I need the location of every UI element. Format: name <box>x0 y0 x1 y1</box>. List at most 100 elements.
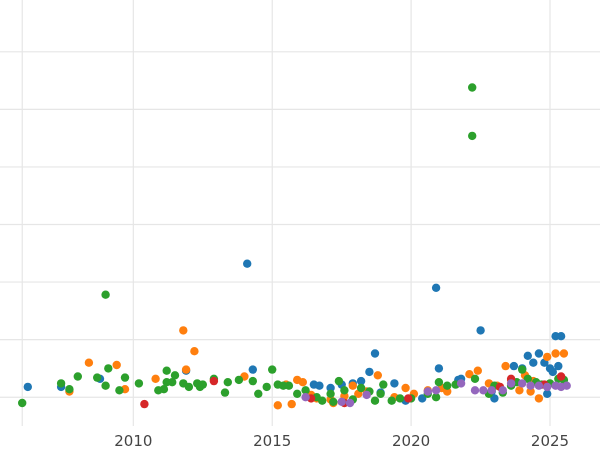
data-point <box>556 372 566 381</box>
data-point <box>356 376 366 386</box>
data-point <box>301 386 310 395</box>
data-point <box>329 397 338 406</box>
data-point <box>515 386 524 395</box>
data-point <box>287 399 296 409</box>
data-point <box>534 381 544 390</box>
data-point <box>543 389 552 398</box>
data-point <box>479 386 488 395</box>
data-point <box>23 382 32 392</box>
data-point <box>518 379 527 388</box>
data-point <box>223 378 232 387</box>
data-point <box>112 360 121 370</box>
data-point <box>404 394 413 403</box>
data-point <box>370 396 380 405</box>
data-point <box>468 131 477 141</box>
data-point <box>345 398 355 408</box>
data-point <box>523 374 532 383</box>
data-point <box>562 381 571 390</box>
data-point <box>198 380 207 389</box>
data-point <box>140 399 149 409</box>
x-tick-label: 2015 <box>253 432 291 450</box>
grid-layer <box>0 0 600 426</box>
data-point <box>337 397 346 406</box>
data-point <box>293 389 302 398</box>
data-point <box>376 389 385 398</box>
data-point <box>509 361 519 371</box>
data-point <box>151 374 160 383</box>
data-point <box>365 367 374 377</box>
data-point <box>362 390 371 400</box>
data-point <box>326 389 335 398</box>
data-point <box>473 366 482 375</box>
data-point <box>318 396 327 405</box>
data-point <box>554 361 563 371</box>
data-point <box>498 386 507 395</box>
data-point <box>490 394 499 403</box>
data-point <box>443 381 452 390</box>
data-point <box>487 386 496 395</box>
data-point <box>248 365 257 374</box>
x-tick-labels: 2010 2015 2020 2025 <box>114 432 569 450</box>
data-point <box>418 394 427 403</box>
data-point <box>526 387 535 396</box>
data-point <box>101 290 110 299</box>
data-point <box>470 374 480 383</box>
data-point <box>184 382 194 392</box>
points-layer <box>18 83 571 410</box>
data-point <box>356 383 366 393</box>
data-point <box>273 401 282 410</box>
data-point <box>334 376 344 386</box>
data-point <box>370 349 380 358</box>
data-point <box>518 365 527 374</box>
data-point <box>443 387 452 396</box>
data-point <box>534 394 544 403</box>
data-point <box>284 381 294 390</box>
data-point <box>543 352 552 362</box>
data-point <box>559 349 569 358</box>
x-tick-label: 2025 <box>531 432 569 450</box>
data-point <box>529 358 538 367</box>
data-point <box>431 393 441 402</box>
data-point <box>468 83 477 92</box>
data-point <box>243 259 252 268</box>
data-point <box>551 349 560 358</box>
data-point <box>181 365 191 374</box>
data-point <box>101 381 110 390</box>
data-point <box>262 382 271 392</box>
x-tick-label: 2020 <box>392 432 430 450</box>
data-point <box>93 373 102 382</box>
data-point <box>523 351 532 360</box>
data-point <box>526 381 535 390</box>
data-point <box>73 372 83 381</box>
data-point <box>456 379 466 388</box>
data-point <box>556 332 566 341</box>
data-point <box>373 371 382 380</box>
data-point <box>476 326 485 335</box>
data-point <box>209 376 219 386</box>
data-point <box>434 378 444 387</box>
data-point <box>170 371 180 380</box>
data-point <box>465 370 474 379</box>
data-point <box>248 376 257 386</box>
data-point <box>501 361 510 371</box>
data-point <box>326 383 335 393</box>
data-point <box>56 379 66 388</box>
data-point <box>134 379 144 388</box>
data-point <box>348 381 357 390</box>
data-point <box>534 349 544 358</box>
data-point <box>431 386 441 395</box>
data-point <box>301 393 310 402</box>
data-point <box>387 396 396 405</box>
data-point <box>298 378 307 387</box>
data-point <box>548 367 557 377</box>
data-point <box>423 387 432 396</box>
data-point <box>340 386 349 395</box>
data-point <box>268 365 277 374</box>
data-point <box>168 378 177 387</box>
data-point <box>18 398 27 408</box>
data-point <box>162 366 171 375</box>
data-point <box>220 388 230 397</box>
data-point <box>506 379 516 388</box>
